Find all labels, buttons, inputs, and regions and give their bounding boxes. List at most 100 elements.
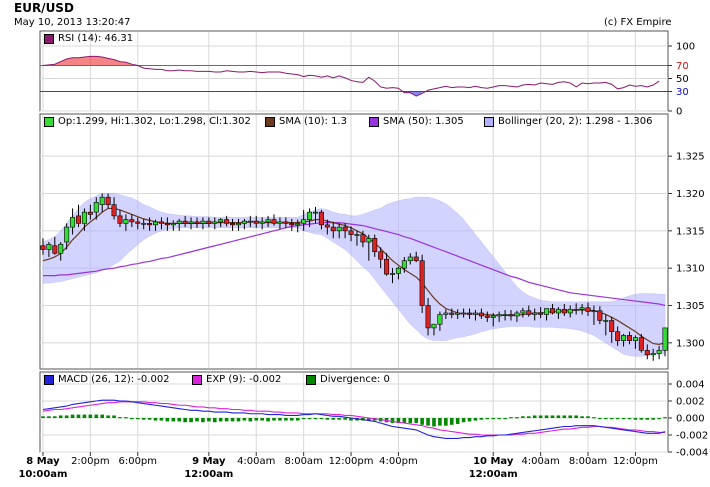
candle-body [324,224,330,228]
candle-body [170,223,176,226]
sma10-legend: SMA (10): 1.3 [265,116,347,127]
candle-body [626,335,632,341]
divergence-bar [82,414,87,418]
candle-body [437,314,443,325]
divergence-bar [141,418,146,420]
candle-body [609,320,615,332]
candle-body [271,219,277,224]
divergence-bar [414,418,419,424]
candle-body [615,331,621,341]
sma50-legend-label: SMA (50): 1.305 [383,116,464,127]
divergence-bar [337,418,341,420]
candle-body [502,314,508,316]
divergence-bar [550,415,555,418]
divergence-bar [473,418,478,421]
candle-body [621,335,627,341]
candle-body [241,220,247,224]
divergence-bar [390,418,395,424]
candle-body [478,312,484,317]
rsi-swatch [44,33,54,44]
divergence-bar [230,418,235,422]
candle-body [644,350,650,356]
x-tick-label: 8:00am [284,456,323,467]
candle-body [603,320,609,322]
divergence-bar [189,418,193,423]
divergence-legend: Divergence: 0 [306,374,390,385]
candle-body [318,211,324,226]
candle-body [247,220,253,223]
divergence-bar [307,418,312,420]
x-tick-sublabel: 12:00am [184,469,234,480]
candle-body [366,237,372,243]
divergence-bar [53,416,57,418]
sma50-swatch [369,116,379,127]
macd-y-tick-label: -0.004 [676,448,708,459]
candle-body [129,219,135,223]
rsi-y-tick-label: 50 [676,74,689,85]
divergence-bar [651,418,655,420]
divergence-bar [538,415,543,418]
price-y-tick-label: 1.315 [676,226,705,237]
divergence-bar [319,418,324,420]
divergence-bar [609,418,614,420]
divergence-bar [586,416,590,418]
divergence-bar [645,418,650,420]
divergence-bar [295,418,300,421]
candle-body [496,314,502,317]
candle-body [538,312,544,315]
candle-body [111,204,117,217]
candle-body [70,217,76,228]
x-tick-label: 4:00am [521,456,560,467]
macd-line [42,399,666,439]
divergence-bar [195,418,199,422]
divergence-bar [408,418,413,424]
candle-body [431,323,437,329]
candle-body [585,307,591,312]
candle-body [348,230,354,235]
candle-body [212,221,218,224]
divergence-bar [461,418,466,423]
divergence-bar [201,418,205,423]
candle-body [549,308,555,314]
exp-legend: EXP (9): -0.002 [192,374,281,385]
divergence-bar [526,416,531,418]
candle-body [656,350,662,354]
divergence-bar [633,418,638,420]
candle-body [484,315,490,318]
candle-body [289,223,295,226]
divergence-bar [278,418,282,421]
divergence-bar [224,418,229,422]
divergence-bar [159,418,164,421]
candle-body [425,305,431,329]
x-tick-sublabel: 12:00am [468,469,518,480]
rsi-y-tick-label: 100 [676,42,695,53]
divergence-bar [426,418,430,426]
divergence-bar [420,418,424,425]
candle-body [597,310,603,321]
candle-body [164,223,170,226]
candle-body [200,220,206,224]
bollinger-legend-label: Bollinger (20, 2): 1.298 - 1.306 [498,116,653,127]
divergence-bar [41,416,45,418]
divergence-bar [592,417,596,419]
macd-legend-label: MACD (26, 12): -0.002 [58,374,170,385]
candle-body [253,220,259,224]
sma10-line [42,207,666,345]
candle-body [401,260,407,269]
candle-body [443,312,449,315]
divergence-bar [438,418,442,426]
divergence-bar [568,415,573,418]
candle-body [230,223,236,226]
candle-body [40,245,46,250]
divergence-bar [497,418,501,420]
candle-body [147,223,153,226]
divergence-bar [615,418,620,420]
candle-body [58,243,64,254]
price-y-tick-label: 1.300 [676,338,705,349]
divergence-bar [556,415,561,418]
macd-y-tick-label: 0.000 [676,414,705,425]
candle-body [87,211,93,215]
divergence-bar [627,418,632,420]
candle-body [295,223,301,226]
